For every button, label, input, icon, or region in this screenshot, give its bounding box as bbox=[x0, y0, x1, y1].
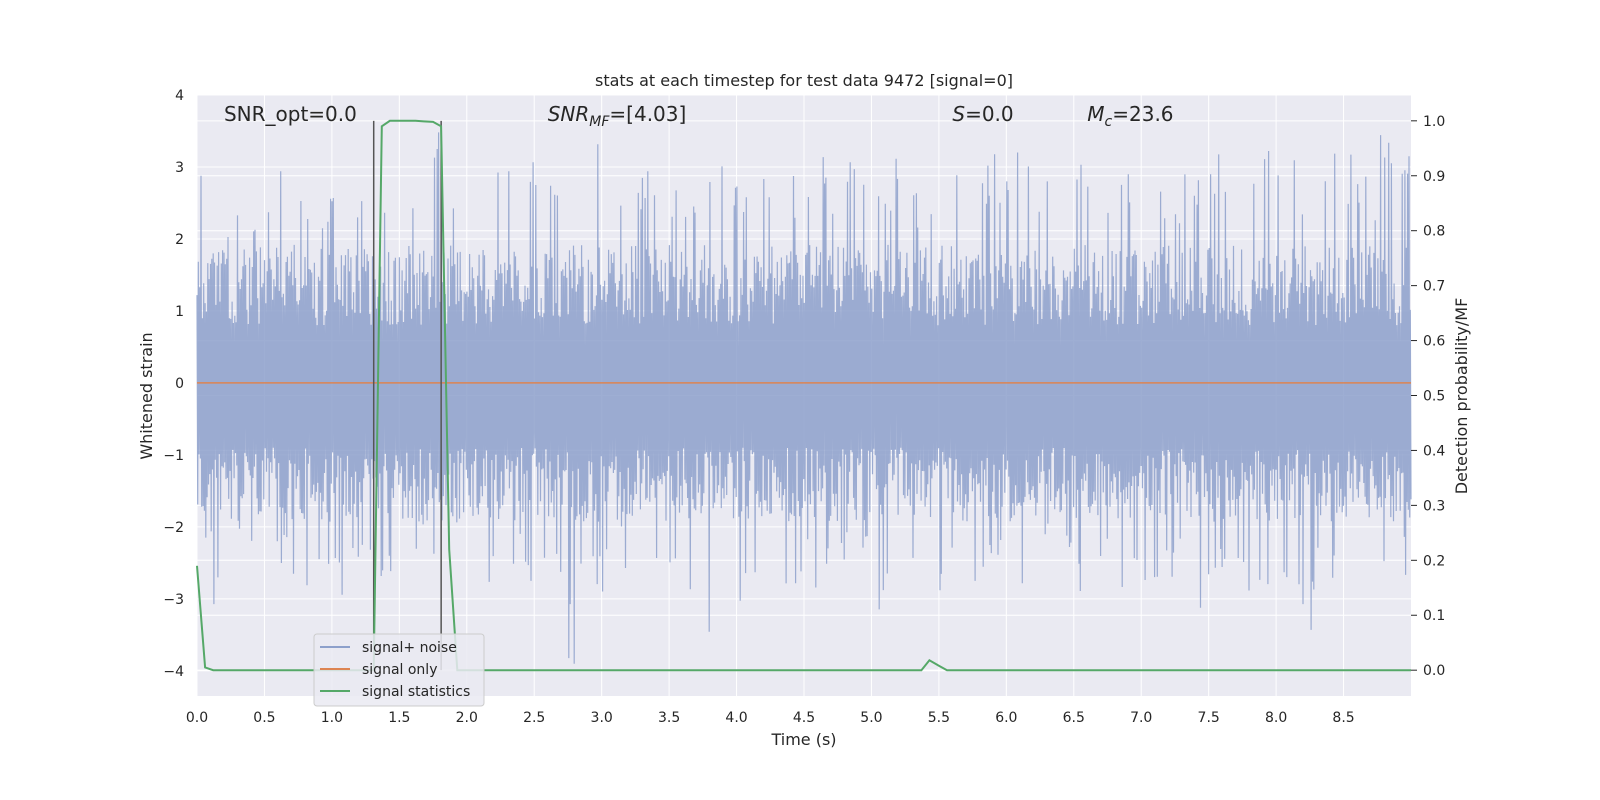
y-tick-labels: −4 −3 −2 −1 0 1 2 3 4 bbox=[163, 88, 184, 680]
x-tick-2: 1.0 bbox=[321, 710, 343, 726]
series-signal-noise bbox=[196, 132, 1412, 664]
y2-tick-7: 0.7 bbox=[1423, 279, 1445, 295]
y2-tick-labels: 0.0 0.1 0.2 0.3 0.4 0.5 0.6 0.7 0.8 0.9 1.0 bbox=[1411, 114, 1445, 679]
x-tick-5: 2.5 bbox=[523, 710, 545, 726]
y2-tick-8: 0.8 bbox=[1423, 224, 1445, 240]
y-tick-2: −2 bbox=[163, 520, 184, 536]
legend-label-2: signal statistics bbox=[362, 684, 470, 700]
annotations: SNR_opt=0.0 SNRMF=[4.03] S=0.0 Mc=23.6 bbox=[224, 102, 1174, 130]
x-tick-17: 8.5 bbox=[1332, 710, 1354, 726]
x-axis-label: Time (s) bbox=[770, 730, 836, 749]
y-tick-4: 0 bbox=[175, 376, 184, 392]
annotation-1: SNRMF=[4.03] bbox=[548, 102, 687, 130]
x-tick-3: 1.5 bbox=[388, 710, 410, 726]
x-tick-11: 5.5 bbox=[928, 710, 950, 726]
y2-tick-1: 0.1 bbox=[1423, 608, 1445, 624]
x-tick-0: 0.0 bbox=[186, 710, 208, 726]
y-tick-7: 3 bbox=[175, 160, 184, 176]
legend-label-1: signal only bbox=[362, 662, 437, 678]
y-axis-label: Whitened strain bbox=[137, 332, 156, 459]
annotation-3: Mc=23.6 bbox=[1087, 102, 1173, 130]
y-tick-0: −4 bbox=[163, 664, 184, 680]
annotation-2: S=0.0 bbox=[952, 102, 1013, 126]
x-tick-labels: 0.0 0.5 1.0 1.5 2.0 2.5 3.0 3.5 4.0 4.5 5.0 5.5 6.0 6… bbox=[186, 710, 1355, 726]
legend: signal+ noise signal only signal statistic… bbox=[313, 633, 485, 707]
y2-tick-10: 1.0 bbox=[1423, 114, 1445, 130]
x-tick-16: 8.0 bbox=[1265, 710, 1287, 726]
x-tick-8: 4.0 bbox=[725, 710, 747, 726]
x-tick-10: 5.0 bbox=[860, 710, 882, 726]
chart-title: stats at each timestep for test data 947… bbox=[595, 71, 1013, 90]
y2-tick-2: 0.2 bbox=[1423, 553, 1445, 569]
y-tick-6: 2 bbox=[175, 232, 184, 248]
vertical-lines bbox=[372, 120, 442, 671]
x-tick-13: 6.5 bbox=[1063, 710, 1085, 726]
y-tick-5: 1 bbox=[175, 304, 184, 320]
x-tick-14: 7.0 bbox=[1130, 710, 1152, 726]
x-tick-6: 3.0 bbox=[591, 710, 613, 726]
x-tick-7: 3.5 bbox=[658, 710, 680, 726]
x-tick-9: 4.5 bbox=[793, 710, 815, 726]
y2-tick-4: 0.4 bbox=[1423, 443, 1445, 459]
y2-tick-0: 0.0 bbox=[1423, 663, 1445, 679]
y-tick-8: 4 bbox=[175, 88, 184, 104]
annotation-0: SNR_opt=0.0 bbox=[224, 102, 357, 126]
x-tick-12: 6.0 bbox=[995, 710, 1017, 726]
x-tick-1: 0.5 bbox=[253, 710, 275, 726]
x-tick-4: 2.0 bbox=[456, 710, 478, 726]
x-tick-15: 7.5 bbox=[1198, 710, 1220, 726]
y2-tick-3: 0.3 bbox=[1423, 498, 1445, 514]
noise-line bbox=[196, 132, 1412, 664]
y2-tick-5: 0.5 bbox=[1423, 389, 1445, 405]
y2-tick-9: 0.9 bbox=[1423, 169, 1445, 185]
legend-label-0: signal+ noise bbox=[362, 640, 457, 656]
legend-box bbox=[313, 633, 485, 707]
y2-tick-6: 0.6 bbox=[1423, 334, 1445, 350]
y-tick-1: −3 bbox=[163, 592, 184, 608]
y2-axis-label: Detection probability/MF bbox=[1452, 298, 1471, 495]
y-tick-3: −1 bbox=[163, 448, 184, 464]
